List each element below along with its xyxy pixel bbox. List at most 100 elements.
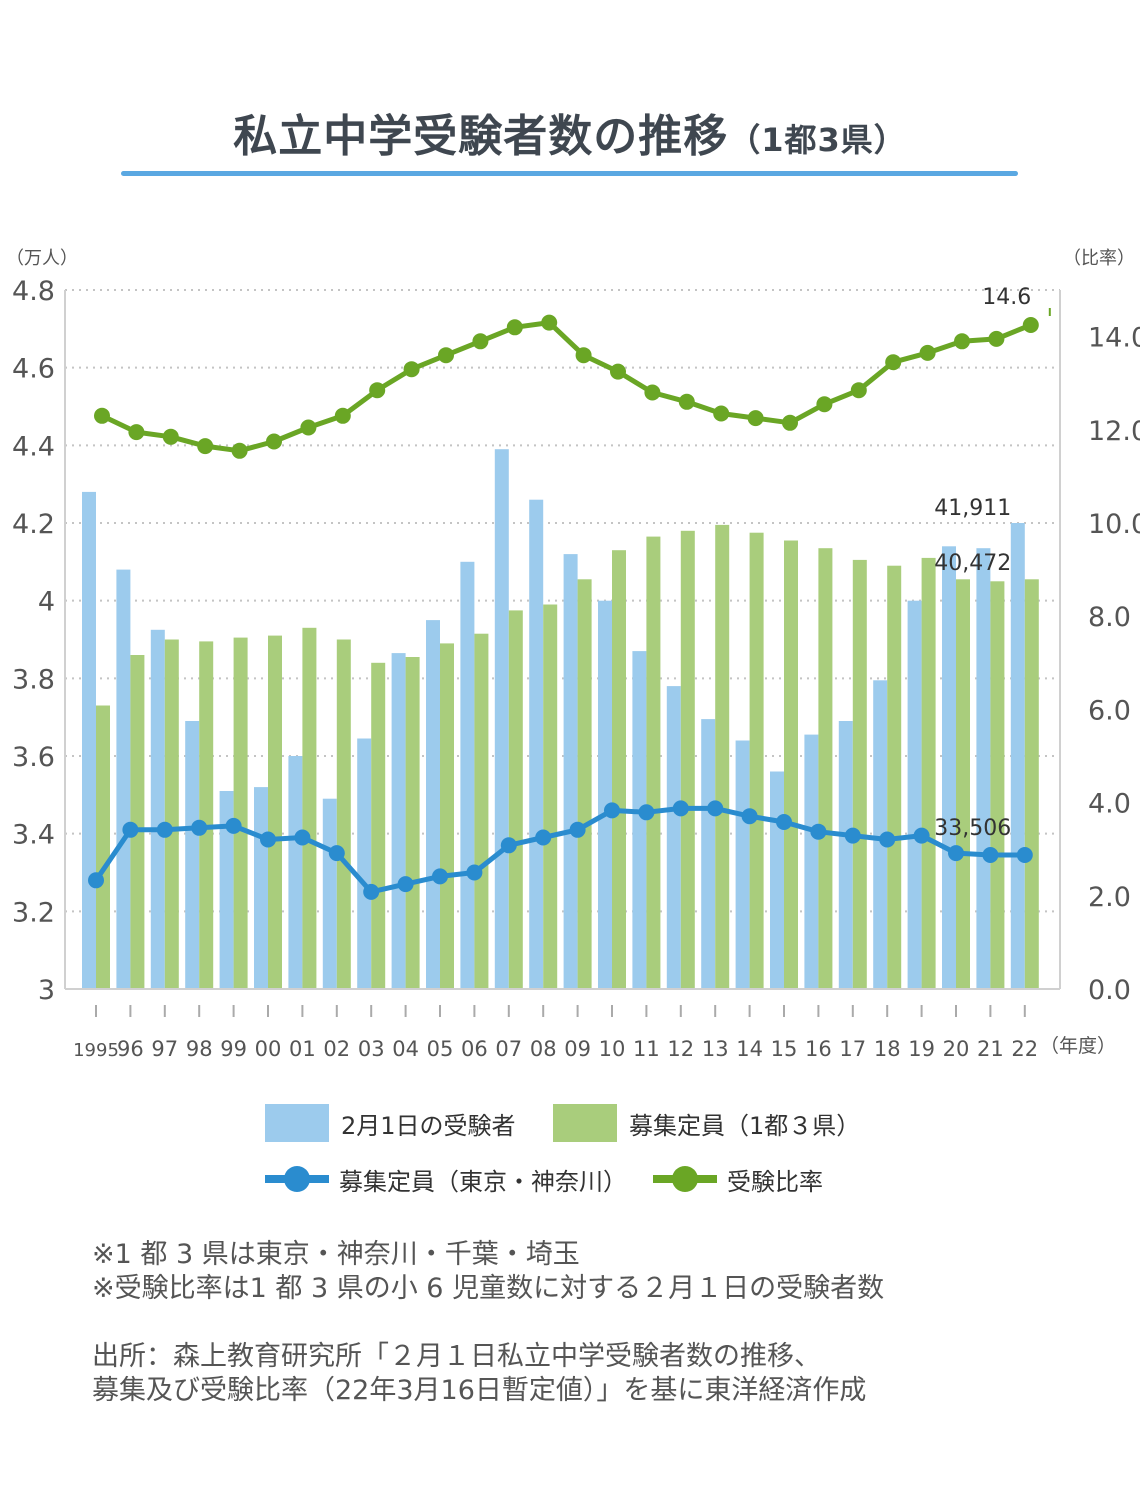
bar-capacity-all <box>818 548 833 989</box>
x-tick-label: 12 <box>667 1037 694 1061</box>
y-left-axis-label: （万人） <box>6 248 78 269</box>
point-capacity-tokyo-kanagawa <box>500 837 517 854</box>
point-capacity-tokyo-kanagawa <box>88 872 104 889</box>
y-right-tick-label: 4.0 <box>1088 789 1131 820</box>
bar-layer <box>82 449 1039 989</box>
legend-swatch-capacity-tokyo-kanagawa <box>265 1160 329 1198</box>
bar-applicants <box>529 499 544 989</box>
point-ratio <box>197 438 214 455</box>
point-capacity-tokyo-kanagawa <box>948 845 964 862</box>
point-capacity-tokyo-kanagawa <box>776 814 792 830</box>
bar-applicants <box>254 787 268 989</box>
x-tick-label: 04 <box>392 1037 419 1061</box>
bar-capacity-all <box>371 662 386 989</box>
bar-capacity-all <box>543 604 558 989</box>
x-tick-label: 18 <box>874 1037 901 1061</box>
point-capacity-tokyo-kanagawa <box>810 823 827 840</box>
bar-capacity-all <box>956 579 970 989</box>
x-tick-label: 15 <box>771 1037 798 1061</box>
bar-capacity-all <box>1024 579 1039 989</box>
x-tick-label: 06 <box>461 1037 488 1061</box>
point-capacity-tokyo-kanagawa <box>432 868 448 885</box>
bar-applicants <box>942 546 956 989</box>
legend-swatch-capacity-all <box>553 1104 617 1142</box>
bar-applicants <box>976 548 991 989</box>
point-capacity-tokyo-kanagawa <box>707 800 724 817</box>
point-ratio <box>885 354 902 371</box>
title-underline <box>121 171 1018 176</box>
x-tick-label: 11 <box>633 1037 660 1061</box>
point-ratio <box>334 407 351 424</box>
point-ratio <box>919 344 936 361</box>
x-tick-label: 97 <box>151 1037 178 1061</box>
point-ratio <box>438 347 454 364</box>
point-ratio <box>506 319 523 336</box>
point-ratio <box>850 382 867 399</box>
x-tick-label: 00 <box>255 1037 282 1061</box>
bar-capacity-all <box>336 639 351 989</box>
bar-capacity-all <box>749 532 764 989</box>
point-capacity-tokyo-kanagawa <box>741 808 758 825</box>
bar-applicants <box>426 620 440 989</box>
point-ratio <box>644 384 661 401</box>
source-line-2: 募集及び受験比率（22年3月16日暫定値）」を基に東洋経済作成 <box>92 1375 867 1406</box>
chart-title-sub: （1都3県） <box>728 121 907 159</box>
point-capacity-tokyo-kanagawa <box>156 821 173 838</box>
point-capacity-tokyo-kanagawa <box>879 831 896 848</box>
point-ratio <box>713 405 730 422</box>
y-right-tick-label: 10.0 <box>1088 509 1140 540</box>
y-right-axis-label: （比率） <box>1063 248 1135 269</box>
label-layer: 14.6 41,911 40,472 33,506 <box>934 285 1051 841</box>
bar-applicants <box>838 721 853 989</box>
x-tick-label: 98 <box>186 1037 213 1061</box>
point-capacity-tokyo-kanagawa <box>569 821 586 838</box>
point-ratio <box>300 419 317 436</box>
bar-capacity-all <box>268 635 282 989</box>
bar-applicants <box>666 686 681 989</box>
bar-applicants <box>907 600 922 989</box>
y-left-tick-label: 3.8 <box>12 664 55 695</box>
x-tick-label: 22 <box>1011 1037 1038 1061</box>
bar-applicants <box>563 554 578 989</box>
bar-applicants <box>873 680 888 989</box>
bar-capacity-all <box>508 610 523 989</box>
chart-title: 私立中学受験者数の推移（1都3県） <box>0 100 1140 164</box>
point-ratio <box>94 407 110 424</box>
x-tick-label: 17 <box>839 1037 866 1061</box>
x-tick-label: 03 <box>358 1037 385 1061</box>
bar-capacity-all <box>302 627 317 989</box>
legend-item-applicants: 2月1日の受験者 <box>265 1104 516 1142</box>
y-left-tick-label: 4.4 <box>12 431 55 462</box>
legend-swatch-ratio <box>653 1160 717 1198</box>
combo-chart: 4.8 4.6 4.4 4.2 4 3.8 3.6 3.4 3.2 3 14.0 12.0 10.0 8.… <box>6 248 1140 1061</box>
bar-capacity-all <box>990 581 1005 989</box>
x-tick-label: 08 <box>530 1037 557 1061</box>
point-capacity-tokyo-kanagawa <box>328 845 345 862</box>
bar-applicants <box>357 738 372 989</box>
bar-capacity-all <box>233 637 248 989</box>
legend-item-capacity-all: 募集定員（1都３県） <box>553 1104 860 1142</box>
legend-label-ratio: 受験比率 <box>727 1167 823 1196</box>
point-ratio <box>541 314 558 331</box>
axis-layer: 4.8 4.6 4.4 4.2 4 3.8 3.6 3.4 3.2 3 14.0 12.0 10.0 8.… <box>6 248 1140 1061</box>
value-label: 40,472 <box>934 551 1011 576</box>
y-left-tick-label: 3.2 <box>12 897 55 928</box>
bar-capacity-all <box>646 536 661 989</box>
value-label: 41,911 <box>934 496 1011 521</box>
bar-applicants <box>82 491 96 989</box>
bar-capacity-all <box>921 557 936 989</box>
footnotes: ※1 都 3 県は東京・神奈川・千葉・埼玉 ※受験比率は1 都 3 県の小 6 … <box>92 1238 884 1408</box>
bar-capacity-all <box>130 655 145 989</box>
point-capacity-tokyo-kanagawa <box>982 847 999 863</box>
bar-applicants <box>1010 523 1025 989</box>
point-capacity-tokyo-kanagawa <box>604 802 620 819</box>
bar-applicants <box>185 721 200 989</box>
bar-capacity-all <box>887 565 902 989</box>
point-ratio <box>369 382 386 399</box>
y-left-tick-label: 4.6 <box>12 354 55 385</box>
bar-capacity-all <box>199 641 214 989</box>
bar-capacity-all <box>164 639 179 989</box>
point-ratio <box>954 333 970 350</box>
bar-applicants <box>770 771 784 989</box>
point-capacity-tokyo-kanagawa <box>191 819 208 836</box>
